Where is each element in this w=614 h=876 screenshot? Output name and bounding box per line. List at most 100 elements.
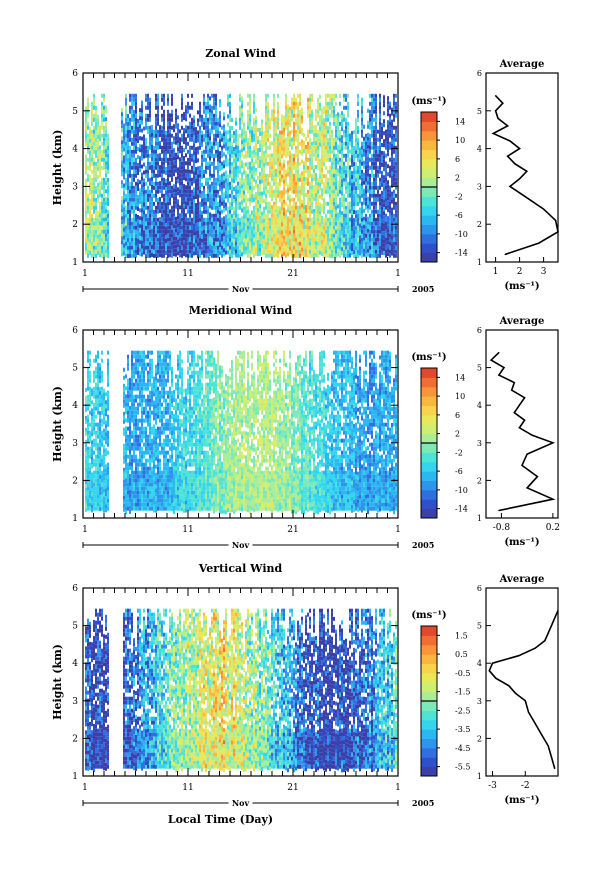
heatmap-cell xyxy=(221,153,223,158)
heatmap-cell xyxy=(257,128,259,133)
heatmap-cell xyxy=(297,233,299,238)
heatmap-cell xyxy=(169,129,171,134)
heatmap-cell xyxy=(369,177,371,182)
heatmap-cell xyxy=(125,137,127,142)
heatmap-cell xyxy=(355,146,357,151)
heatmap-cell xyxy=(275,168,277,173)
heatmap-cell xyxy=(249,217,251,222)
heatmap-cell xyxy=(173,168,175,173)
heatmap-cell xyxy=(369,157,371,162)
heatmap-cell xyxy=(249,193,251,198)
heatmap-cell xyxy=(261,199,263,204)
heatmap-cell xyxy=(333,137,335,142)
heatmap-cell xyxy=(133,189,135,194)
heatmap-cell xyxy=(385,197,387,202)
heatmap-cell xyxy=(255,151,257,156)
heatmap-cell xyxy=(167,133,169,138)
heatmap-cell xyxy=(157,181,159,186)
heatmap-cell xyxy=(105,177,107,182)
heatmap-cell xyxy=(347,113,349,118)
heatmap-cell xyxy=(347,241,349,246)
heatmap-cell xyxy=(159,157,161,162)
heatmap-cell xyxy=(181,189,183,194)
heatmap-cell xyxy=(87,141,89,146)
heatmap-cell xyxy=(373,161,375,166)
heatmap-cell xyxy=(107,133,109,138)
heatmap-cell xyxy=(141,100,143,105)
heatmap-cell xyxy=(269,161,271,166)
heatmap-cell xyxy=(143,214,145,219)
heatmap-cell xyxy=(379,169,381,174)
heatmap-cell xyxy=(179,245,181,250)
heatmap-cell xyxy=(245,142,247,147)
heatmap-cell xyxy=(299,93,301,98)
heatmap-cell xyxy=(353,158,355,163)
heatmap-cell xyxy=(365,249,367,254)
heatmap-cell xyxy=(371,105,373,110)
heatmap-cell xyxy=(181,153,183,158)
heatmap-cell xyxy=(197,210,199,215)
heatmap-cell xyxy=(295,213,297,218)
heatmap-cell xyxy=(189,149,191,154)
heatmap-cell xyxy=(177,115,179,120)
heatmap-cell xyxy=(89,206,91,211)
heatmap-cell xyxy=(155,97,157,102)
heatmap-cell xyxy=(279,246,281,251)
heatmap-cell xyxy=(185,221,187,226)
heatmap-cell xyxy=(97,218,99,223)
heatmap-cell xyxy=(391,235,393,240)
heatmap-cell xyxy=(379,153,381,158)
heatmap-cell xyxy=(307,141,309,146)
heatmap-cell xyxy=(231,250,233,255)
heatmap-cell xyxy=(393,249,395,254)
heatmap-cell xyxy=(341,239,343,244)
heatmap-cell xyxy=(283,179,285,184)
heatmap-cell xyxy=(153,129,155,134)
heatmap-cell xyxy=(223,252,225,257)
heatmap-cell xyxy=(335,209,337,214)
heatmap-cell xyxy=(133,93,135,98)
heatmap-cell xyxy=(133,249,135,254)
heatmap-cell xyxy=(307,229,309,234)
heatmap-cell xyxy=(197,226,199,231)
heatmap-cell xyxy=(369,101,371,106)
heatmap-cell xyxy=(295,177,297,182)
heatmap-cell xyxy=(335,153,337,158)
heatmap-cell xyxy=(141,252,143,257)
heatmap-cell xyxy=(353,198,355,203)
heatmap-cell xyxy=(373,181,375,186)
heatmap-cell xyxy=(235,241,237,246)
heatmap-cell xyxy=(151,152,153,157)
heatmap-cell xyxy=(221,221,223,226)
heatmap-cell xyxy=(315,129,317,134)
heatmap-cell xyxy=(287,164,289,169)
heatmap-cell xyxy=(387,164,389,169)
heatmap-cell xyxy=(129,129,131,134)
heatmap-cell xyxy=(217,177,219,182)
heatmap-cell xyxy=(243,146,245,151)
heatmap-cell xyxy=(189,217,191,222)
heatmap-cell xyxy=(361,213,363,218)
heatmap-cell xyxy=(295,253,297,258)
heatmap-cell xyxy=(209,184,211,189)
heatmap-cell xyxy=(163,177,165,182)
heatmap-cell xyxy=(223,172,225,177)
heatmap-cell xyxy=(195,171,197,176)
heatmap-cell xyxy=(297,137,299,142)
heatmap-cell xyxy=(91,149,93,154)
heatmap-cell xyxy=(135,121,137,126)
heatmap-cell xyxy=(293,153,295,158)
heatmap-cell xyxy=(269,121,271,126)
heatmap-cell xyxy=(97,246,99,251)
heatmap-cell xyxy=(127,217,129,222)
heatmap-cell xyxy=(379,213,381,218)
heatmap-cell xyxy=(223,220,225,225)
heatmap-cell xyxy=(227,210,229,215)
heatmap-cell xyxy=(107,209,109,214)
heatmap-cell xyxy=(183,136,185,141)
heatmap-cell xyxy=(199,201,201,206)
heatmap-cell xyxy=(93,205,95,210)
heatmap-cell xyxy=(299,173,301,178)
heatmap-cell xyxy=(279,158,281,163)
heatmap-cell xyxy=(175,200,177,205)
